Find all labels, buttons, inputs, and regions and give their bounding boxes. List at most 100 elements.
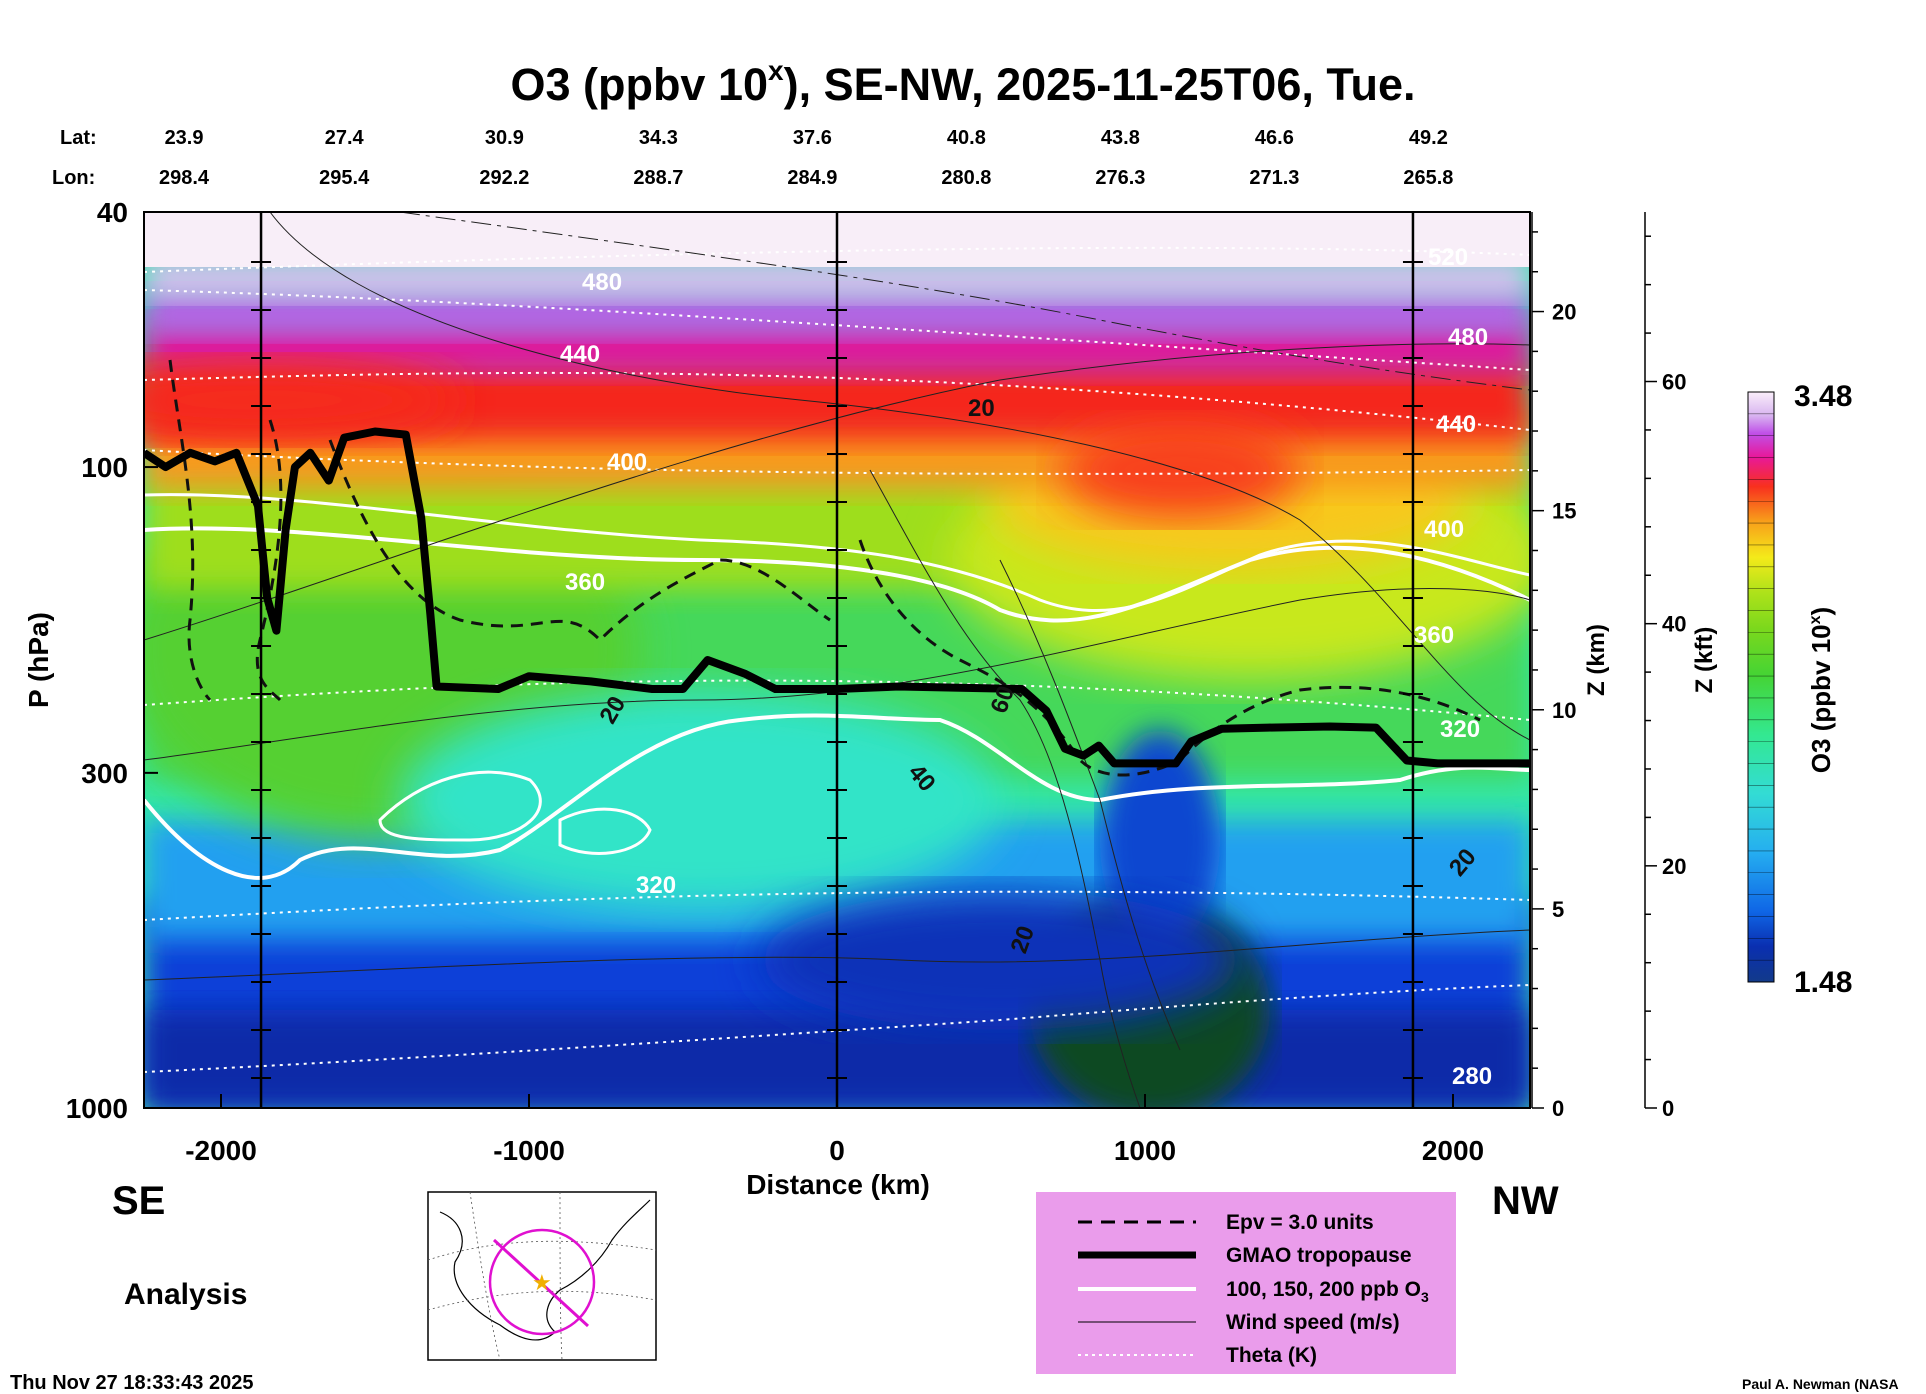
wind-line [269,212,1530,741]
lat-value: 30.9 [485,127,524,149]
star-icon: ★ [532,1270,552,1295]
lat-value: 40.8 [947,127,986,149]
o3-contour [558,807,652,855]
inset-map: ★ [427,1191,657,1361]
wind-line [999,559,1181,1051]
z-km-tick-label: 15 [1552,499,1576,524]
y-tick-label: 1000 [66,1093,128,1124]
lat-value: 23.9 [165,127,204,149]
lat-value: 27.4 [325,127,365,149]
y-axis-label: P (hPa) [23,612,54,708]
se-label: SE [112,1179,165,1223]
o3-deep-blue [760,890,1240,1030]
colorbar: 3.48 1.48 O3 (ppbv 10x) [1747,380,1852,999]
x-tick-label: 2000 [1422,1135,1484,1166]
epv-line [858,539,1181,777]
timestamp: Thu Nov 27 18:33:43 2025 [10,1372,253,1394]
theta-label: 520 [1428,244,1468,271]
colorbar-ticks [1748,391,1774,983]
lon-value: 288.7 [633,167,683,189]
theta-label: 360 [565,569,605,596]
lon-value: 271.3 [1249,167,1299,189]
z-kft-axis-label: Z (kft) [1691,627,1718,694]
lon-value: 298.4 [159,167,210,189]
wind-line [399,212,1530,391]
o3-cyan-middle [400,690,1000,910]
lat-value: 37.6 [793,127,832,149]
colorbar-title: O3 (ppbv 10x) [1806,607,1836,773]
legend-o3-label: 100, 150, 200 ppb O3 [1226,1278,1429,1305]
colorbar-min-label: 1.48 [1794,966,1852,999]
wind-line [144,343,1530,641]
z-km-tick-label: 10 [1552,698,1576,723]
wind-line [144,587,1530,761]
wind-line [144,929,1530,981]
theta-line [144,246,1530,273]
legend-theta-label: Theta (K) [1226,1344,1317,1367]
legend-epv-label: Epv = 3.0 units [1226,1211,1374,1234]
theta-label: 480 [1448,324,1488,351]
contour-lines [144,212,1530,1108]
theta-label: 400 [607,449,647,476]
theta-label: 440 [560,341,600,368]
legend: Epv = 3.0 units GMAO tropopause 100, 150… [1036,1192,1456,1374]
o3-contour [378,770,542,842]
epv-line [168,359,212,702]
nw-label: NW [1492,1179,1559,1223]
theta-label: 400 [1424,516,1464,543]
lat-value: 49.2 [1409,127,1448,149]
epv-line [1178,685,1481,762]
axes: -2000 -1000 0 1000 2000 1000 300 100 400 5 10 15 20 0… [66,197,1687,1166]
o3-red-left [144,360,460,440]
theta-line [144,371,1530,431]
inset-map-section-line [492,1238,590,1328]
theta-label: 320 [636,872,676,899]
lon-value: 276.3 [1095,167,1145,189]
o3-contour [144,713,1530,880]
colorbar-ramp [1747,391,1775,983]
z-km-tick-label: 0 [1552,1096,1564,1121]
x-tick-label: -2000 [185,1135,257,1166]
x-tick-label: 1000 [1114,1135,1176,1166]
lon-value: 284.9 [787,167,837,189]
tropopause-line [144,427,1530,768]
z-km-tick-label: 5 [1552,897,1564,922]
theta-label: 280 [1452,1063,1492,1090]
colorbar-max-label: 3.48 [1794,380,1852,413]
theta-line [144,289,1530,371]
y-tick-label: 40 [97,197,128,228]
legend-tropopause-label: GMAO tropopause [1226,1244,1412,1267]
z-kft-tick-label: 60 [1662,370,1686,395]
y-tick-label: 100 [81,452,128,483]
wind-line [869,469,1141,1108]
y-tick-label: 300 [81,758,128,789]
chart-title: O3 (ppbv 10x), SE-NW, 2025-11-25T06, Tue… [510,55,1415,110]
o3-colour-field [144,212,1530,1108]
inset-map-grid [427,1191,657,1361]
lat-lon-labels: 23.9 298.4 27.4 295.4 30.9 292.2 34.3 288.7 37.6… [159,127,1453,189]
lat-value: 43.8 [1101,127,1140,149]
x-axis-label: Distance (km) [746,1169,930,1200]
theta-label: 440 [1436,411,1476,438]
z-km-axis-label: Z (km) [1583,624,1610,696]
credit: Paul A. Newman (NASA [1742,1376,1899,1392]
theta-label: 360 [1414,622,1454,649]
z-km-tick-label: 20 [1552,300,1576,325]
lon-value: 292.2 [479,167,529,189]
lon-row-label: Lon: [52,167,95,189]
theta-line [144,679,1530,721]
wind-label: 20 [968,395,995,422]
x-tick-label: -1000 [493,1135,565,1166]
tropopause-path [144,427,1530,768]
epv-line [328,439,831,643]
inset-map-circle [488,1228,596,1336]
vertical-markers [251,212,1423,1108]
lon-value: 280.8 [941,167,991,189]
z-kft-tick-label: 0 [1662,1096,1674,1121]
z-kft-tick-label: 20 [1662,854,1686,879]
lat-value: 34.3 [639,127,678,149]
lat-row-label: Lat: [60,127,97,149]
lat-value: 46.6 [1255,127,1294,149]
lon-value: 265.8 [1403,167,1453,189]
